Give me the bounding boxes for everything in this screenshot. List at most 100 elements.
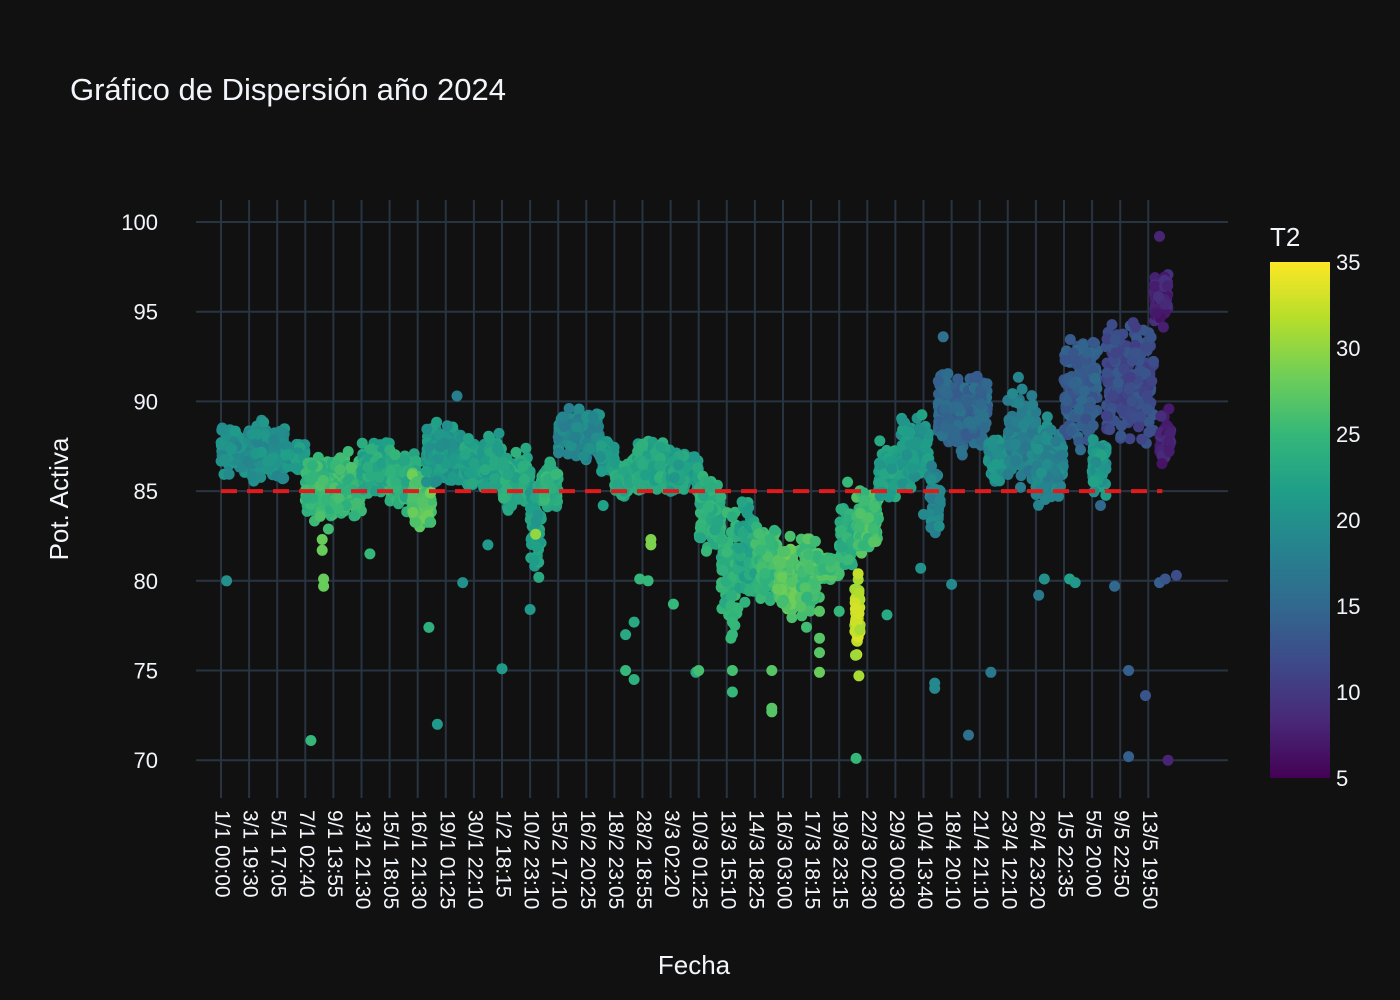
x-tick-label: 7/1 02:40 bbox=[295, 810, 318, 898]
data-point bbox=[1032, 443, 1044, 455]
x-tick-label: 18/2 23:05 bbox=[604, 810, 627, 909]
data-point bbox=[229, 425, 241, 437]
data-point bbox=[216, 424, 228, 436]
data-point bbox=[777, 546, 789, 558]
data-point bbox=[1112, 377, 1124, 389]
data-point bbox=[901, 449, 913, 461]
data-point bbox=[342, 446, 354, 457]
data-point bbox=[525, 502, 536, 514]
data-point bbox=[307, 460, 318, 471]
data-point bbox=[926, 493, 938, 505]
data-point bbox=[421, 476, 432, 488]
data-point bbox=[672, 459, 684, 471]
data-point bbox=[939, 421, 951, 433]
data-point bbox=[1041, 411, 1053, 423]
data-point bbox=[563, 403, 575, 414]
data-point bbox=[479, 464, 491, 476]
x-tick-label: 5/1 17:05 bbox=[267, 810, 290, 898]
data-point bbox=[694, 522, 706, 534]
data-point bbox=[246, 428, 258, 440]
data-point bbox=[1141, 403, 1153, 415]
data-point bbox=[498, 492, 509, 504]
y-tick-label: 85 bbox=[134, 479, 158, 504]
data-point bbox=[1163, 403, 1175, 415]
x-tick-label: 16/3 03:00 bbox=[772, 810, 795, 909]
data-point bbox=[480, 455, 492, 467]
x-tick-label: 1/2 18:15 bbox=[491, 810, 514, 898]
data-point bbox=[1126, 355, 1138, 367]
data-point bbox=[317, 474, 329, 486]
data-point bbox=[543, 460, 555, 472]
data-point bbox=[850, 649, 861, 661]
data-point bbox=[342, 475, 354, 487]
data-point bbox=[1145, 331, 1157, 343]
data-point bbox=[1141, 390, 1153, 402]
data-point bbox=[1150, 307, 1162, 319]
data-point bbox=[424, 516, 436, 528]
data-point bbox=[1071, 358, 1083, 370]
data-point bbox=[874, 477, 886, 489]
data-point bbox=[886, 463, 898, 475]
data-point bbox=[990, 458, 1002, 470]
data-point bbox=[1155, 410, 1167, 422]
data-point bbox=[1035, 467, 1047, 479]
data-point bbox=[1081, 347, 1093, 359]
data-point bbox=[1026, 390, 1038, 402]
data-point bbox=[584, 442, 596, 454]
data-point bbox=[1101, 410, 1113, 422]
data-point bbox=[345, 462, 357, 473]
data-point bbox=[1059, 354, 1071, 366]
data-point bbox=[809, 535, 821, 547]
data-point bbox=[611, 479, 623, 491]
data-point bbox=[290, 462, 302, 474]
data-point bbox=[1101, 333, 1113, 345]
data-point bbox=[933, 520, 945, 532]
data-point bbox=[1073, 403, 1085, 415]
data-point bbox=[1152, 291, 1164, 303]
data-point bbox=[517, 460, 529, 472]
data-point bbox=[759, 568, 771, 579]
data-point bbox=[636, 458, 648, 470]
data-point bbox=[410, 516, 422, 528]
data-point bbox=[531, 541, 543, 553]
data-point bbox=[863, 512, 875, 524]
data-point bbox=[905, 439, 916, 450]
data-point bbox=[716, 533, 728, 545]
data-point bbox=[854, 624, 866, 636]
data-point bbox=[218, 453, 230, 465]
x-tick-label: 13/3 15:10 bbox=[716, 810, 739, 909]
data-point bbox=[407, 491, 419, 503]
data-point bbox=[1109, 334, 1121, 346]
data-point bbox=[654, 460, 666, 472]
data-point bbox=[824, 555, 836, 567]
data-point bbox=[655, 441, 667, 453]
data-point bbox=[1012, 397, 1024, 409]
data-point bbox=[784, 530, 796, 542]
data-point bbox=[853, 587, 865, 599]
y-tick-label: 90 bbox=[134, 389, 158, 414]
data-point bbox=[853, 608, 865, 620]
data-point bbox=[904, 426, 916, 438]
data-point bbox=[562, 448, 574, 460]
data-point bbox=[668, 472, 680, 484]
data-point bbox=[837, 541, 848, 553]
data-point bbox=[1087, 336, 1099, 348]
data-point bbox=[528, 554, 540, 566]
data-point bbox=[926, 460, 937, 472]
y-tick-label: 70 bbox=[134, 748, 158, 773]
data-point bbox=[1124, 371, 1136, 383]
x-tick-label: 19/1 01:25 bbox=[435, 810, 458, 909]
data-point bbox=[267, 452, 279, 464]
data-point bbox=[1080, 413, 1092, 425]
data-point bbox=[280, 449, 292, 461]
data-point bbox=[411, 476, 423, 488]
data-point bbox=[1126, 395, 1138, 407]
data-point bbox=[1107, 390, 1119, 402]
data-point bbox=[786, 612, 798, 624]
data-point bbox=[776, 571, 788, 583]
data-point bbox=[332, 503, 344, 515]
data-point bbox=[411, 457, 423, 469]
data-point bbox=[955, 445, 967, 457]
data-point bbox=[1136, 433, 1148, 445]
